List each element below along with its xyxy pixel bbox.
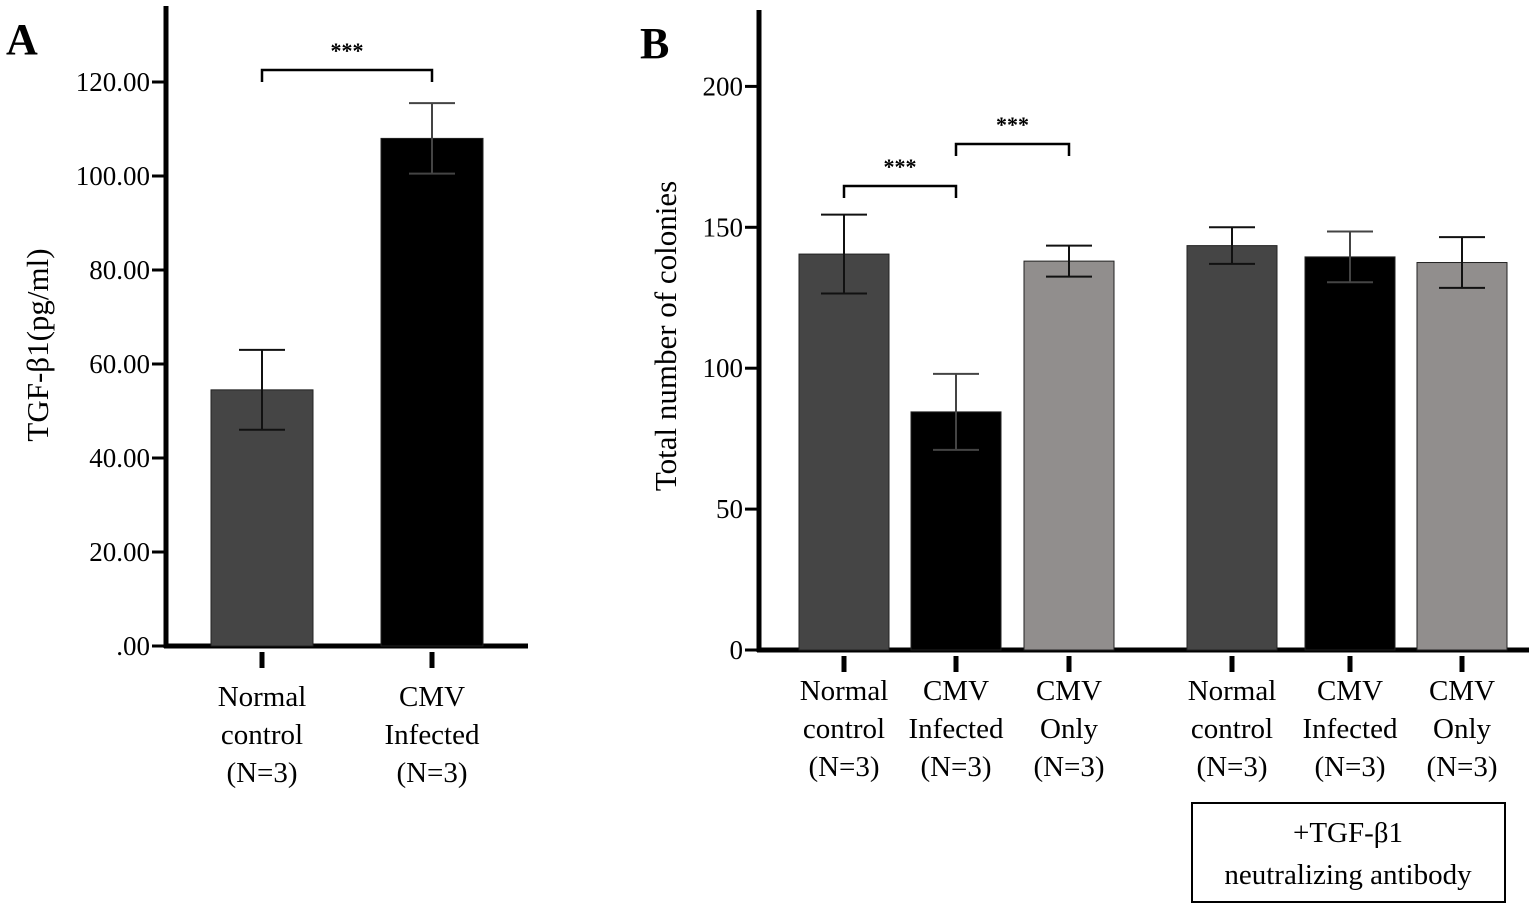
x-category-label: control xyxy=(803,713,885,745)
antibody-group-label-line-1: +TGF-β1 xyxy=(1293,817,1403,849)
bar xyxy=(1023,260,1115,651)
x-category-label: (N=3) xyxy=(920,751,991,783)
panel-b-y-axis-title: Total number of colonies xyxy=(648,181,683,491)
significance-label: *** xyxy=(331,38,364,63)
x-category-label: (N=3) xyxy=(226,757,297,789)
x-category-label: Infected xyxy=(909,713,1004,745)
y-tick-label: 20.00 xyxy=(89,537,150,567)
x-category-label: CMV xyxy=(1036,675,1102,707)
x-category-label: Normal xyxy=(218,681,307,713)
y-tick-label: .00 xyxy=(116,631,150,661)
x-category-label: Normal xyxy=(800,675,889,707)
y-tick-label: 80.00 xyxy=(89,255,150,285)
x-category-label: CMV xyxy=(923,675,989,707)
y-tick-label: 50 xyxy=(716,494,743,524)
x-category-label: Normal xyxy=(1188,675,1277,707)
x-category-label: Infected xyxy=(385,719,480,751)
significance-label: *** xyxy=(884,154,917,179)
panel-a-chart: TGF-β1(pg/ml) .00 20.00 40.00 60.00 80.00 100… xyxy=(20,6,528,789)
x-category-label: CMV xyxy=(1429,675,1495,707)
x-category-label: (N=3) xyxy=(1033,751,1104,783)
y-tick-label: 100 xyxy=(703,353,744,383)
antibody-group-box xyxy=(1191,802,1506,903)
significance-bracket xyxy=(842,184,958,198)
y-tick-label: 60.00 xyxy=(89,349,150,379)
x-category-label: CMV xyxy=(399,681,465,713)
significance-label: *** xyxy=(996,112,1029,137)
x-category-label: CMV xyxy=(1317,675,1383,707)
x-category-label: Only xyxy=(1433,713,1492,745)
bar xyxy=(798,253,890,651)
bar xyxy=(910,411,1002,651)
x-category-label: Infected xyxy=(1303,713,1398,745)
y-tick-label: 0 xyxy=(730,635,744,665)
bar xyxy=(1416,262,1508,651)
panel-b-chart: Total number of colonies 0 50 100 150 200 No… xyxy=(648,10,1529,903)
x-category-label: (N=3) xyxy=(396,757,467,789)
bar xyxy=(380,137,484,647)
x-category-label: (N=3) xyxy=(808,751,879,783)
y-tick-label: 200 xyxy=(703,71,744,101)
y-tick-label: 40.00 xyxy=(89,443,150,473)
significance-bracket xyxy=(954,142,1071,156)
antibody-group-label-line-2: neutralizing antibody xyxy=(1224,859,1472,891)
y-tick-label: 120.00 xyxy=(76,67,150,97)
x-category-label: control xyxy=(221,719,303,751)
y-tick-label: 150 xyxy=(703,212,744,242)
panel-b-label: B xyxy=(640,19,669,68)
bar xyxy=(210,389,314,647)
x-category-label: (N=3) xyxy=(1426,751,1497,783)
panel-a-label: A xyxy=(6,15,38,64)
x-category-label: (N=3) xyxy=(1196,751,1267,783)
y-tick-label: 100.00 xyxy=(76,161,150,191)
bar xyxy=(1304,256,1396,651)
bar xyxy=(1186,245,1278,651)
x-category-label: Only xyxy=(1040,713,1099,745)
significance-bracket xyxy=(260,68,434,82)
x-category-label: control xyxy=(1191,713,1273,745)
panel-a-y-axis-title: TGF-β1(pg/ml) xyxy=(20,248,55,441)
x-category-label: (N=3) xyxy=(1314,751,1385,783)
